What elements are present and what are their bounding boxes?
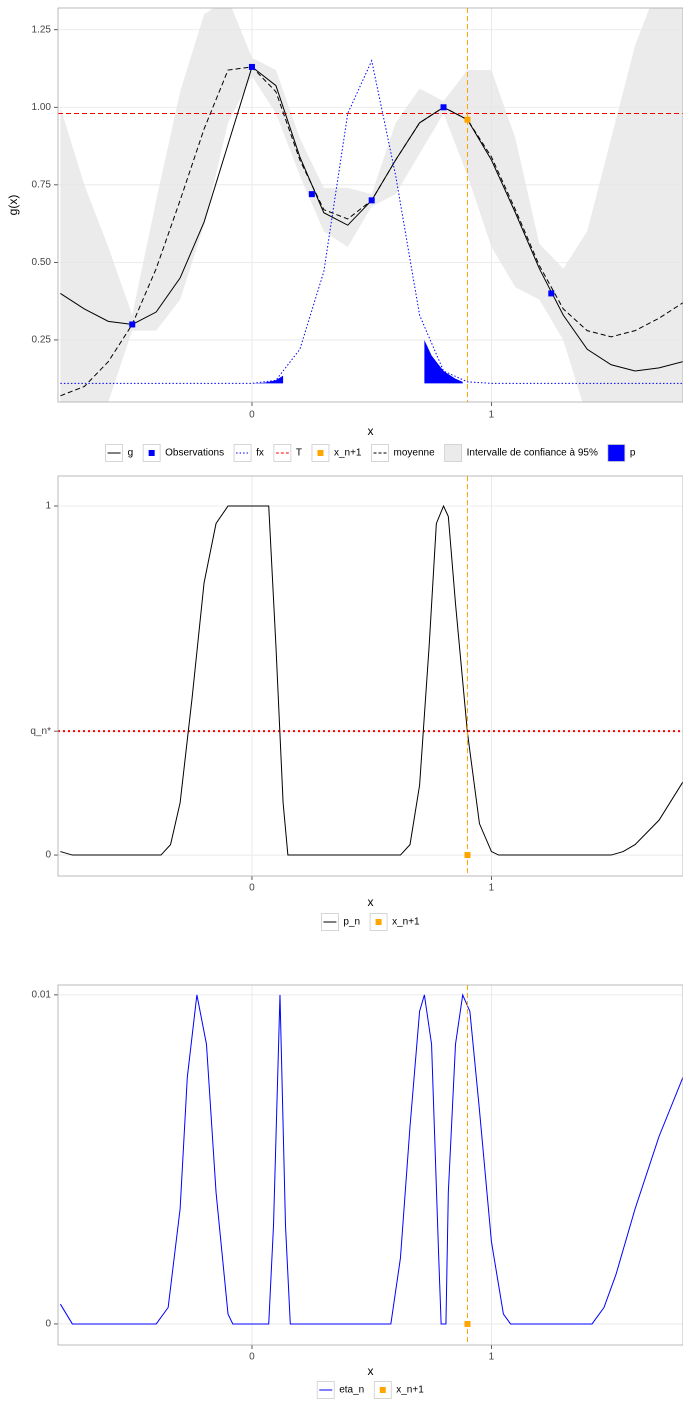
- legend-item: p_n: [320, 913, 360, 931]
- x-axis-title: x: [368, 1364, 374, 1378]
- observation-point: [248, 63, 255, 70]
- y-tick-label: 0: [45, 1319, 51, 1330]
- y-tick-label: 0: [45, 850, 51, 861]
- legend-symbol: [379, 1387, 386, 1393]
- legend-label: moyenne: [394, 448, 436, 459]
- legend-item: g: [105, 444, 134, 462]
- legend-item: Intervalle de confiance à 95%: [444, 444, 598, 462]
- panel-background: [58, 476, 683, 876]
- p-area: [251, 375, 284, 384]
- legend-item: moyenne: [371, 444, 436, 462]
- panel-border: [57, 7, 683, 403]
- legend: eta_n x_n+1: [316, 1381, 424, 1399]
- legend-label: T: [296, 448, 302, 459]
- observation-point: [548, 290, 555, 297]
- y-tick-label: 0.50: [32, 257, 52, 268]
- panel: 0 0.01 0 1 x eta_n x_n+1: [32, 984, 683, 1399]
- x-tick-label: 1: [489, 410, 495, 421]
- panel-border: [57, 984, 683, 1346]
- panel-background: [58, 985, 683, 1345]
- legend-item: x_n+1: [369, 913, 420, 931]
- legend-label: x_n+1: [396, 1385, 424, 1396]
- legend-item: x_n+1: [311, 444, 362, 462]
- legend-label: x_n+1: [334, 448, 362, 459]
- x-axis-title: x: [368, 424, 374, 438]
- plot-area: [58, 476, 683, 876]
- y-tick-label: q_n*: [30, 726, 51, 737]
- legend-key: [233, 444, 252, 462]
- legend-item: x_n+1: [373, 1381, 424, 1399]
- observation-point: [308, 191, 315, 198]
- x-tick-label: 0: [249, 410, 255, 421]
- legend-item: T: [273, 444, 302, 462]
- x-tick-label: 1: [489, 883, 495, 894]
- legend-label: x_n+1: [392, 917, 420, 928]
- legend-label: p: [630, 448, 636, 459]
- next-point: [464, 852, 471, 859]
- next-point: [464, 116, 471, 123]
- legend-label: Intervalle de confiance à 95%: [467, 448, 598, 459]
- series-line: [59, 993, 683, 1325]
- p-area: [424, 339, 463, 384]
- legend-label: fx: [256, 448, 264, 459]
- y-tick-label: 0.75: [32, 179, 52, 190]
- legend-label: p_n: [343, 917, 360, 928]
- legend-item: fx: [233, 444, 264, 462]
- legend-symbol: [317, 450, 324, 456]
- legend-key: [444, 444, 463, 462]
- observation-point: [440, 104, 447, 111]
- x-tick-label: 1: [489, 1352, 495, 1363]
- plot-area: [58, 8, 683, 402]
- panel: 0 q_n* 1 0 1 x p_n x_n+1: [30, 475, 683, 931]
- y-tick-label: 1: [45, 501, 51, 512]
- legend-label: Observations: [165, 448, 224, 459]
- panel: 0.25 0.50 0.75 1.00 1.25 0 1 x g(x) g Observations…: [6, 7, 683, 462]
- y-tick-label: 1.00: [32, 102, 52, 113]
- panel-border: [57, 475, 683, 877]
- y-axis-title: g(x): [6, 195, 20, 216]
- observation-point: [368, 197, 375, 204]
- series-line: [60, 504, 683, 856]
- y-tick-label: 0.01: [32, 990, 52, 1001]
- legend-key: [607, 444, 626, 462]
- observation-point: [129, 321, 136, 328]
- legend-symbol: [148, 450, 155, 456]
- legend-label: g: [128, 448, 134, 459]
- y-tick-label: 1.25: [32, 24, 52, 35]
- legend-item: Observations: [142, 444, 224, 462]
- legend-symbol: [375, 919, 382, 925]
- legend: p_n x_n+1: [320, 913, 420, 931]
- series-line: [60, 59, 683, 384]
- x-tick-label: 0: [249, 883, 255, 894]
- plot-area: [58, 985, 683, 1345]
- x-axis-title: x: [368, 895, 374, 909]
- next-point: [464, 1320, 471, 1327]
- x-tick-label: 0: [249, 1352, 255, 1363]
- y-tick-label: 0.25: [32, 335, 52, 346]
- confidence-band: [60, 8, 683, 402]
- legend-item: p: [607, 444, 636, 462]
- legend-label: eta_n: [339, 1385, 364, 1396]
- legend-item: eta_n: [316, 1381, 364, 1399]
